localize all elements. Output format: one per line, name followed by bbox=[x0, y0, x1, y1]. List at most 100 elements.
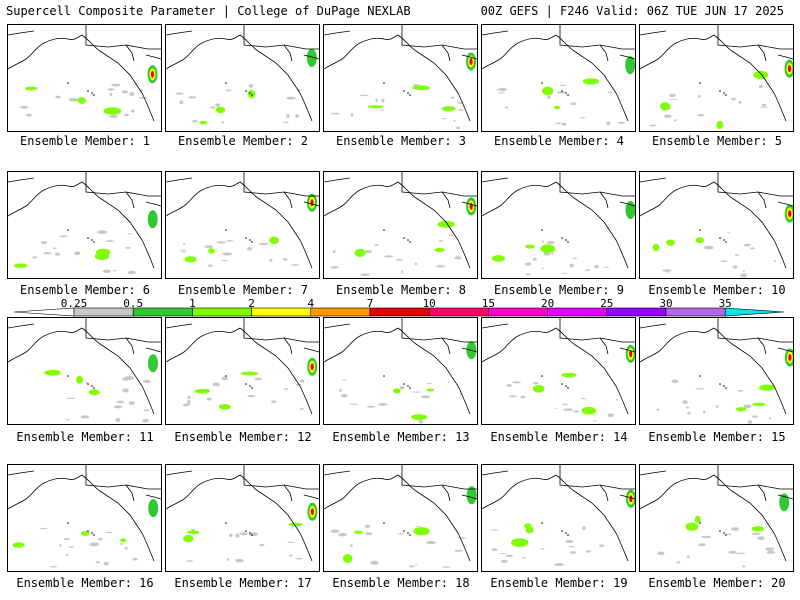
scp-low-area bbox=[420, 395, 431, 399]
scp-low-area bbox=[286, 113, 290, 118]
scp-low-area bbox=[556, 91, 566, 94]
map-plot bbox=[166, 25, 319, 125]
scp-moderate-area bbox=[751, 526, 765, 532]
scp-low-area bbox=[751, 532, 761, 536]
scp-moderate-area bbox=[525, 244, 535, 249]
scp-low-area bbox=[508, 395, 517, 398]
hawaii-island bbox=[541, 522, 543, 524]
scp-low-area bbox=[285, 96, 296, 100]
coastline bbox=[757, 337, 767, 355]
map-plot bbox=[166, 465, 319, 563]
scp-low-area bbox=[68, 546, 75, 548]
coastline bbox=[717, 465, 793, 490]
scp-moderate-area bbox=[441, 106, 456, 112]
hawaii-island bbox=[245, 237, 247, 239]
scp-low-area bbox=[254, 377, 262, 381]
scp-low-area bbox=[248, 532, 259, 536]
hawaii-island bbox=[225, 229, 227, 231]
coastline bbox=[559, 318, 635, 343]
scp-low-area bbox=[226, 240, 234, 242]
scp-low-area bbox=[607, 413, 614, 418]
scp-low-area bbox=[441, 117, 446, 120]
scp-low-area bbox=[125, 247, 132, 249]
scp-low-area bbox=[418, 420, 424, 424]
hawaii-island bbox=[541, 375, 543, 377]
hawaii-island bbox=[383, 375, 385, 377]
map-plot bbox=[324, 465, 477, 568]
scp-moderate-area bbox=[194, 389, 210, 394]
scp-moderate-area bbox=[716, 120, 724, 130]
scp-moderate-area bbox=[77, 97, 86, 104]
scp-low-area bbox=[299, 379, 305, 383]
map-plot bbox=[482, 318, 635, 422]
ensemble-member-map bbox=[323, 24, 478, 132]
scp-low-area bbox=[457, 109, 464, 111]
scp-low-area bbox=[350, 544, 353, 547]
scp-low-area bbox=[737, 389, 744, 392]
coastline bbox=[166, 470, 193, 476]
scp-low-area bbox=[593, 420, 597, 422]
scp-low-area bbox=[127, 233, 132, 235]
scp-low-area bbox=[207, 264, 213, 267]
scp-core-red bbox=[310, 363, 314, 371]
scp-low-area bbox=[500, 559, 508, 563]
scp-low-area bbox=[247, 394, 256, 398]
coastline bbox=[81, 327, 155, 415]
hawaii-island bbox=[383, 82, 385, 84]
scp-moderate-area bbox=[288, 522, 303, 527]
hawaii-island bbox=[407, 239, 409, 241]
hawaii-island bbox=[93, 387, 95, 389]
scp-moderate-area bbox=[44, 369, 61, 376]
coastline bbox=[640, 34, 715, 70]
coastline bbox=[559, 172, 635, 197]
coastline bbox=[324, 323, 351, 329]
member-caption: Ensemble Member: 1 bbox=[19, 134, 151, 148]
scp-low-area bbox=[736, 552, 746, 555]
scp-low-area bbox=[703, 245, 714, 250]
scp-moderate-area bbox=[434, 247, 445, 252]
coastline bbox=[717, 172, 793, 197]
coastline bbox=[482, 30, 509, 36]
ensemble-member-map bbox=[7, 317, 162, 425]
coastline bbox=[619, 494, 635, 500]
scp-core-red bbox=[150, 70, 155, 78]
scp-low-area bbox=[698, 543, 706, 547]
map-plot bbox=[8, 465, 161, 568]
ensemble-member-map bbox=[639, 171, 794, 279]
scp-low-area bbox=[414, 262, 418, 266]
scp-low-area bbox=[547, 95, 551, 100]
coastline bbox=[555, 327, 629, 415]
colorbar-tick-label: 0.5 bbox=[123, 297, 144, 310]
scp-low-area bbox=[98, 537, 103, 541]
hawaii-island bbox=[725, 241, 727, 243]
scp-low-area bbox=[128, 401, 135, 405]
scp-low-area bbox=[551, 252, 554, 255]
scp-low-area bbox=[584, 269, 591, 272]
coastline bbox=[8, 34, 83, 70]
map-plot bbox=[640, 318, 793, 424]
scp-low-area bbox=[682, 400, 688, 404]
coastline bbox=[239, 474, 313, 562]
scp-low-area bbox=[374, 244, 379, 246]
scp-low-area bbox=[338, 533, 347, 537]
scp-low-area bbox=[65, 419, 70, 421]
hawaii-island bbox=[407, 385, 409, 387]
coastline bbox=[441, 337, 451, 355]
coastline bbox=[401, 172, 477, 197]
hawaii-island bbox=[567, 241, 569, 243]
hawaii-island bbox=[719, 383, 721, 385]
hawaii-island bbox=[249, 532, 251, 534]
coastline bbox=[166, 34, 241, 70]
scp-low-area bbox=[330, 112, 340, 115]
colorbar-tick-label: 2 bbox=[248, 297, 255, 310]
coastline bbox=[619, 54, 635, 60]
hawaii-island bbox=[699, 229, 701, 231]
coastline bbox=[441, 484, 451, 502]
scp-low-area bbox=[339, 388, 342, 393]
scp-low-area bbox=[728, 550, 737, 554]
coastline bbox=[713, 474, 787, 562]
coastline bbox=[482, 474, 557, 510]
scp-core-green bbox=[779, 493, 790, 512]
scp-low-area bbox=[366, 405, 376, 408]
coastline bbox=[482, 177, 509, 183]
